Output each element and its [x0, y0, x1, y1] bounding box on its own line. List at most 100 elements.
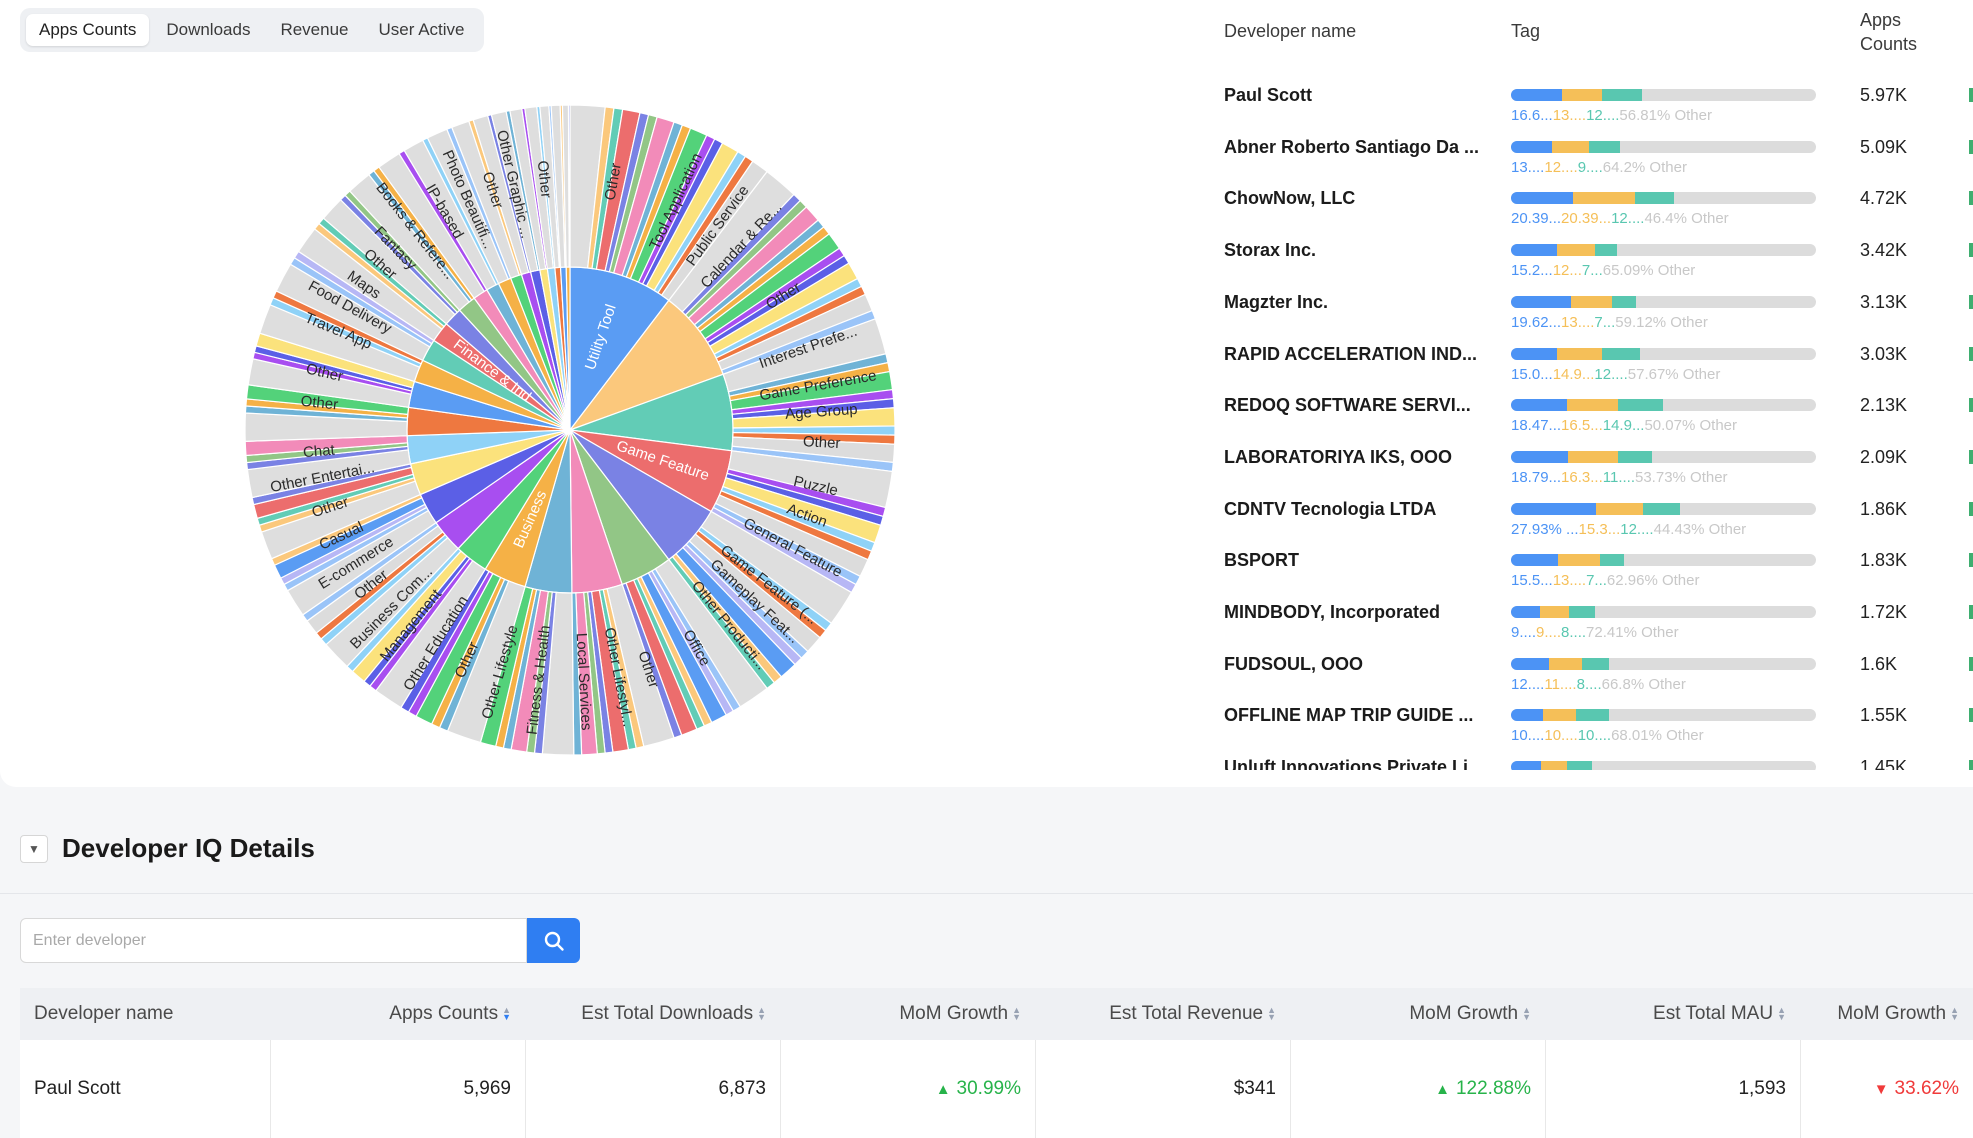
search-button[interactable] — [527, 918, 580, 963]
header-apps-counts[interactable]: Apps Counts — [1860, 10, 1918, 54]
tab-downloads[interactable]: Downloads — [166, 20, 251, 39]
developer-row[interactable]: ChowNow, LLC 20.39...20.39...12....46.4% … — [1200, 185, 1973, 237]
col-mom-growth-downloads[interactable]: MoM Growth ▲ ▼ — [899, 1003, 1021, 1024]
col-est-total-mau[interactable]: Est Total MAU ▲ ▼ — [1653, 1003, 1786, 1024]
tag-distribution-bar[interactable] — [1511, 761, 1816, 770]
developer-row[interactable]: RAPID ACCELERATION IND... 15.0...14.9...1… — [1200, 341, 1973, 393]
col-est-total-downloads[interactable]: Est Total Downloads ▲ ▼ — [581, 1003, 766, 1024]
tag-segment — [1552, 140, 1590, 153]
tag-distribution-bar[interactable] — [1511, 657, 1816, 670]
tag-distribution-bar[interactable] — [1511, 502, 1816, 515]
developer-name[interactable]: Magzter Inc. — [1224, 291, 1329, 312]
sort-icon[interactable]: ▲ ▼ — [1012, 1005, 1021, 1022]
developer-name-link[interactable]: Paul Scott — [34, 1078, 121, 1099]
developer-row[interactable]: Abner Roberto Santiago Da ... 13....12...… — [1200, 134, 1973, 186]
trend-indicator — [1969, 553, 1973, 568]
sort-icon[interactable]: ▲ ▼ — [1950, 1005, 1959, 1022]
tag-percent-t1: 9.... — [1511, 624, 1537, 641]
developer-name[interactable]: FUDSOUL, OOO — [1224, 653, 1363, 674]
sort-icon[interactable]: ▲ ▼ — [1267, 1005, 1276, 1022]
header-developer-name[interactable]: Developer name — [1224, 21, 1357, 41]
developer-row[interactable]: Paul Scott 16.6...13....12....56.81% Othe… — [1200, 82, 1973, 134]
developer-name[interactable]: Unluft Innovations Private Li... — [1224, 757, 1484, 770]
developer-name[interactable]: CDNTV Tecnologia LTDA — [1224, 498, 1437, 519]
col-apps-counts[interactable]: Apps Counts ▲ ▼ — [389, 1003, 511, 1024]
developer-name[interactable]: RAPID ACCELERATION IND... — [1224, 343, 1478, 364]
header-tag[interactable]: Tag — [1511, 21, 1541, 41]
developer-name[interactable]: Abner Roberto Santiago Da ... — [1224, 136, 1480, 157]
trend-indicator — [1969, 760, 1973, 770]
developer-row[interactable]: CDNTV Tecnologia LTDA 27.93% ...15.3...12… — [1200, 496, 1973, 548]
mom-growth-revenue: ▲ 122.88% — [1435, 1078, 1531, 1099]
tag-distribution-bar[interactable] — [1511, 709, 1816, 722]
outer-segment[interactable] — [567, 104, 571, 268]
developer-row[interactable]: LABORATORIYA IKS, OOO 18.79...16.3...11..… — [1200, 444, 1973, 496]
tag-percent-t2: 15.3... — [1578, 520, 1621, 538]
trend-indicator — [1969, 398, 1973, 413]
tag-segment — [1556, 347, 1603, 360]
sort-icon[interactable]: ▲ ▼ — [502, 1005, 511, 1022]
col-mom-growth-revenue[interactable]: MoM Growth ▲ ▼ — [1409, 1003, 1531, 1024]
developer-row[interactable]: FUDSOUL, OOO 12....11....8....66.8% Other… — [1200, 651, 1973, 703]
tag-percentages: 12....11....8....66.8% Other — [1511, 676, 1686, 693]
tag-percent-t2: 13.... — [1552, 572, 1587, 590]
developer-name[interactable]: LABORATORIYA IKS, OOO — [1224, 446, 1453, 467]
tab-apps-counts[interactable]: Apps Counts — [26, 14, 150, 46]
tag-segment — [1567, 761, 1592, 770]
tag-percent-t3: 8.... — [1561, 624, 1587, 641]
tag-percent-other: 50.07% Other — [1644, 417, 1738, 435]
tag-distribution-bar[interactable] — [1511, 295, 1816, 308]
tab-revenue[interactable]: Revenue — [280, 20, 349, 39]
developer-name[interactable]: ChowNow, LLC — [1224, 188, 1356, 209]
tag-segment — [1567, 399, 1618, 412]
tag-percent-t1: 19.62... — [1511, 313, 1562, 331]
table-row[interactable]: Paul Scott 5,969 6,873 ▲ 30.99% $341 ▲ 122… — [20, 1040, 1973, 1138]
developer-row[interactable]: Storax Inc. 15.2...12...7...65.09% Other 3… — [1200, 237, 1973, 289]
sort-icon[interactable]: ▲ ▼ — [1522, 1005, 1531, 1022]
developer-row[interactable]: Magzter Inc. 19.62...13....7...59.12% Oth… — [1200, 289, 1973, 341]
developer-name[interactable]: BSPORT — [1224, 550, 1300, 571]
sort-icon[interactable]: ▲ ▼ — [757, 1005, 766, 1022]
tag-distribution-bar[interactable] — [1511, 244, 1816, 257]
arrow-down-icon: ▼ — [1873, 1080, 1889, 1098]
col-est-total-revenue[interactable]: Est Total Revenue ▲ ▼ — [1109, 1003, 1276, 1024]
tag-distribution-bar[interactable] — [1511, 140, 1816, 153]
tag-distribution-bar[interactable] — [1511, 399, 1816, 412]
tag-percent-t1: 18.79... — [1511, 468, 1562, 486]
col-mom-growth-mau[interactable]: MoM Growth ▲ ▼ — [1837, 1003, 1959, 1024]
collapse-toggle[interactable]: ▼ — [20, 834, 48, 863]
tab-user-active[interactable]: User Active — [378, 20, 465, 39]
column-divider — [270, 1040, 271, 1138]
developer-name[interactable]: Paul Scott — [1224, 85, 1313, 105]
tag-distribution-bar[interactable] — [1511, 606, 1816, 618]
tag-percentages: 9....9....8....72.41% Other — [1511, 624, 1679, 641]
developer-row[interactable]: BSPORT 15.5...13....7...62.96% Other 1.83K — [1200, 547, 1973, 599]
tag-segment — [1548, 657, 1583, 670]
tag-percent-t1: 15.0... — [1511, 365, 1553, 383]
tag-percent-t2: 13.... — [1552, 107, 1587, 124]
col-developer-name[interactable]: Developer name — [34, 1003, 174, 1024]
tag-percent-t1: 15.5... — [1511, 572, 1553, 590]
tag-distribution-bar[interactable] — [1511, 554, 1816, 567]
tag-distribution-bar[interactable] — [1511, 192, 1816, 205]
developer-row[interactable]: OFFLINE MAP TRIP GUIDE ... 10....10....10… — [1200, 702, 1973, 754]
tag-distribution-bar[interactable] — [1511, 89, 1816, 101]
developer-row[interactable]: Unluft Innovations Private Li... 1.45K — [1200, 754, 1973, 770]
tag-percent-t1: 13.... — [1511, 158, 1545, 176]
tag-segment — [1558, 554, 1600, 567]
developer-search-input[interactable] — [20, 918, 527, 963]
tag-segment — [1511, 295, 1571, 308]
developer-name[interactable]: Storax Inc. — [1224, 240, 1317, 261]
sort-icon[interactable]: ▲ ▼ — [1777, 1005, 1786, 1022]
developer-name[interactable]: REDOQ SOFTWARE SERVI... — [1224, 395, 1471, 416]
developer-row[interactable]: REDOQ SOFTWARE SERVI... 18.47...16.5...14… — [1200, 392, 1973, 444]
developer-name[interactable]: MINDBODY, Incorporated — [1224, 602, 1441, 622]
developer-name[interactable]: OFFLINE MAP TRIP GUIDE ... — [1224, 705, 1474, 726]
tag-percent-t1: 20.39... — [1511, 210, 1562, 228]
tag-distribution-bar[interactable] — [1511, 450, 1816, 463]
developer-row[interactable]: MINDBODY, Incorporated 9....9....8....72.… — [1200, 599, 1973, 651]
tag-segment — [1511, 606, 1541, 618]
outer-segment-label: Other — [300, 393, 339, 414]
tag-distribution-bar[interactable] — [1511, 347, 1816, 360]
